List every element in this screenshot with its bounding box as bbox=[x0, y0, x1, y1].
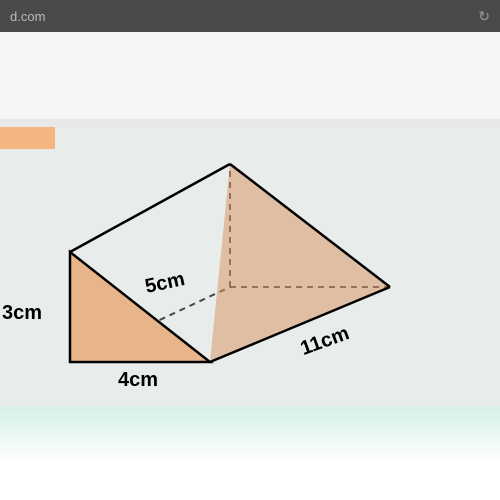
diagram-container: 3cm 5cm 4cm 11cm bbox=[0, 127, 500, 407]
lower-band bbox=[0, 407, 500, 500]
url-text: d.com bbox=[10, 9, 478, 24]
label-height: 3cm bbox=[2, 302, 42, 325]
front-triangle-face bbox=[70, 252, 210, 362]
triangular-prism-diagram bbox=[30, 132, 470, 402]
label-base: 4cm bbox=[118, 369, 158, 392]
back-face-shade bbox=[210, 164, 390, 362]
edge-cf bbox=[70, 164, 230, 252]
content-area: 3cm 5cm 4cm 11cm bbox=[0, 32, 500, 500]
refresh-icon[interactable]: ↻ bbox=[478, 8, 490, 25]
browser-address-bar: d.com ↻ bbox=[0, 0, 500, 32]
header-band bbox=[0, 32, 500, 127]
